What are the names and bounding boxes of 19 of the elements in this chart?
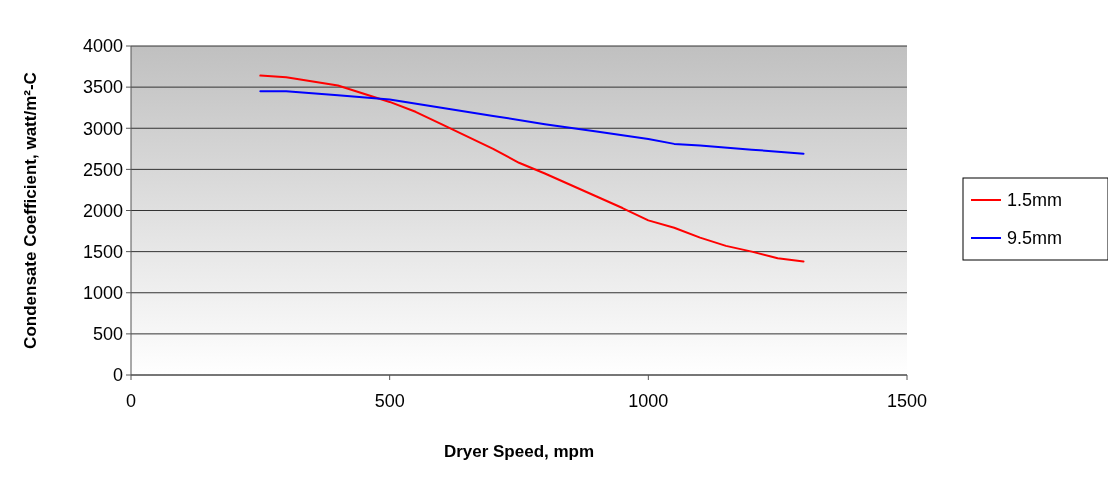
y-tick-label: 3000 xyxy=(82,118,123,139)
y-tick-label: 2000 xyxy=(82,200,123,221)
y-tick-label: 1000 xyxy=(82,283,123,304)
y-axis-title: Condensate Coefficient, watt/m²-C xyxy=(21,72,40,349)
y-tick-label: 1500 xyxy=(82,241,123,262)
x-tick-label: 0 xyxy=(125,391,137,411)
y-tick-label: 4000 xyxy=(82,36,123,57)
y-tick-label: 3500 xyxy=(82,77,123,98)
line-series xyxy=(259,74,805,263)
x-axis-title: Dryer Speed, mpm xyxy=(443,442,595,461)
line-series xyxy=(259,90,805,155)
y-tick-label: 500 xyxy=(92,324,123,345)
y-tick-label: 2500 xyxy=(82,159,123,180)
legend-label: 9.5mm xyxy=(1007,228,1063,249)
legend-label: 1.5mm xyxy=(1007,190,1063,211)
x-tick-label: 1000 xyxy=(628,391,669,411)
y-tick-label: 0 xyxy=(112,365,123,386)
x-tick-label: 1500 xyxy=(886,391,928,411)
x-tick-label: 500 xyxy=(374,391,405,411)
